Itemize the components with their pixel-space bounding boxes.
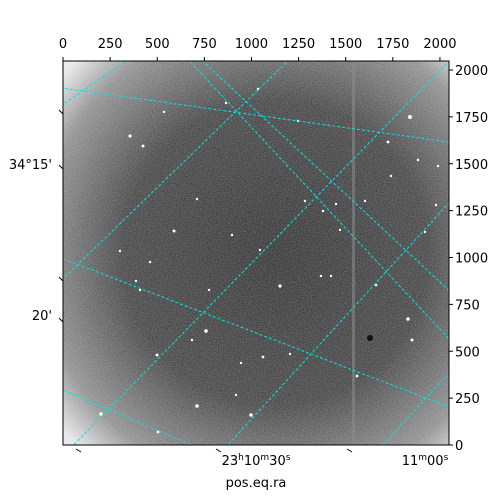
ra-label-1: 23h10m30s	[222, 453, 291, 469]
star	[190, 338, 194, 342]
star	[434, 203, 438, 207]
bottom-ra-tick	[215, 448, 222, 453]
star	[423, 230, 427, 234]
star	[162, 110, 166, 114]
star	[319, 274, 323, 278]
top-tick-label: 1750	[376, 37, 409, 52]
plot-frame	[62, 60, 450, 446]
star	[329, 274, 333, 278]
star	[148, 260, 152, 264]
dec-grid-line	[201, 61, 449, 292]
right-tick-label: 500	[455, 345, 480, 360]
star	[334, 202, 338, 206]
star	[374, 283, 378, 287]
star	[355, 374, 359, 378]
star	[207, 288, 211, 292]
left-dec-tick	[58, 276, 64, 282]
right-tick-label: 750	[455, 298, 480, 313]
bottom-world-axis: 23h10m30s 11m00s pos.eq.ra	[75, 448, 449, 491]
star	[99, 412, 103, 416]
right-tick-label: 2000	[455, 64, 488, 79]
right-tick-label: 250	[455, 392, 480, 407]
star	[239, 361, 243, 365]
left-dec-tick	[58, 317, 64, 323]
ra-label-2: 11m00s	[402, 453, 449, 469]
star	[204, 329, 208, 333]
star	[141, 144, 145, 148]
bottom-ra-tick	[346, 448, 353, 453]
top-tick-label: 1250	[282, 37, 315, 52]
ra-grid-line	[227, 202, 449, 445]
ra-grid-line	[72, 61, 449, 445]
star	[386, 140, 390, 144]
star	[138, 288, 142, 292]
right-tick-label: 0	[455, 439, 463, 454]
star	[338, 228, 342, 232]
star	[408, 115, 412, 119]
top-tick-label: 0	[59, 37, 67, 52]
sky-image	[63, 61, 449, 445]
star	[321, 209, 325, 213]
top-tick-label: 2000	[423, 37, 456, 52]
star	[389, 174, 393, 178]
right-tick-label: 1000	[455, 252, 488, 267]
star	[410, 338, 414, 342]
dec-grid-line	[63, 258, 449, 408]
star	[156, 430, 160, 434]
star	[288, 352, 292, 356]
top-tick-label: 750	[192, 37, 217, 52]
top-tick-label: 1500	[329, 37, 362, 52]
dec-label-2: 20'	[32, 309, 52, 324]
stars	[99, 87, 440, 434]
star	[261, 355, 265, 359]
star	[256, 87, 260, 91]
left-world-axis: 34°15' 20'	[9, 109, 64, 324]
bright-column-artifact	[352, 61, 355, 445]
star	[249, 413, 253, 417]
star	[230, 233, 234, 237]
dark-blemish	[367, 335, 373, 341]
star	[406, 317, 410, 321]
star	[436, 164, 440, 168]
dec-label-1: 34°15'	[9, 158, 52, 173]
star	[134, 279, 138, 283]
top-tick-label: 500	[145, 37, 170, 52]
star	[155, 353, 159, 357]
right-tick-label: 1750	[455, 111, 488, 126]
top-tick-label: 1000	[235, 37, 268, 52]
star	[224, 101, 228, 105]
top-tick-label: 250	[98, 37, 123, 52]
right-tick-label: 1500	[455, 158, 488, 173]
dec-grid-line	[188, 61, 449, 340]
coordinate-grid	[63, 61, 449, 445]
star	[303, 199, 307, 203]
star	[416, 158, 420, 162]
star	[234, 393, 238, 397]
right-tick-label: 1250	[455, 205, 488, 220]
top-pixel-axis: 0 250 500 750 1000 1250 1500 1750 2000	[59, 37, 457, 61]
left-dec-tick	[58, 109, 64, 115]
dec-grid-line	[63, 87, 449, 143]
star	[128, 134, 132, 138]
star	[278, 284, 282, 288]
x-axis-label: pos.eq.ra	[226, 476, 287, 491]
left-dec-tick	[58, 164, 64, 170]
star	[172, 229, 176, 233]
bottom-ra-tick	[75, 448, 82, 453]
star	[118, 249, 122, 253]
star	[258, 248, 262, 252]
star	[195, 404, 199, 408]
star	[195, 197, 199, 201]
star	[363, 199, 367, 203]
right-pixel-axis: 0 250 500 750 1000 1250 1500 1750 2000	[449, 64, 488, 454]
